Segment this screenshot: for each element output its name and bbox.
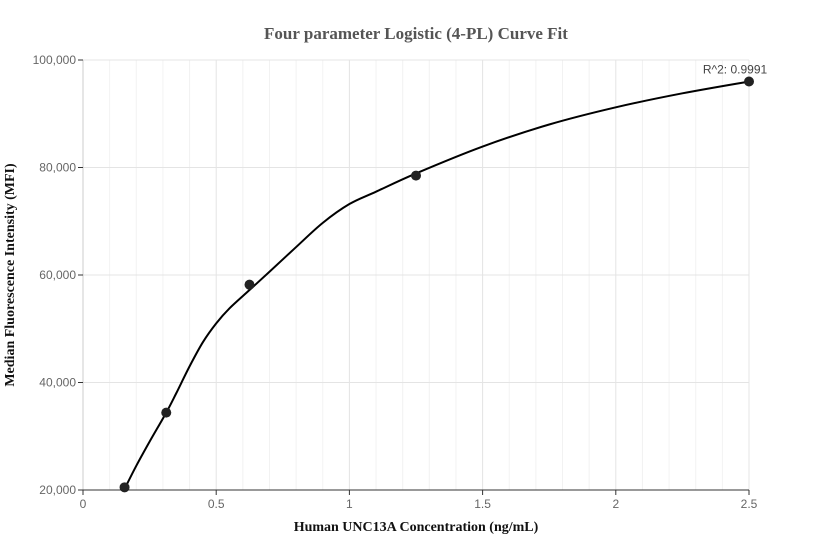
y-axis-title: Median Fluorescence Intensity (MFI) xyxy=(3,163,18,387)
data-points xyxy=(119,76,754,493)
r-squared-annotation: R^2: 0.9991 xyxy=(703,63,768,77)
x-tick-label: 0.5 xyxy=(208,497,225,511)
y-tick-label: 60,000 xyxy=(39,268,76,282)
x-tick-label: 2 xyxy=(612,497,619,511)
x-tick-label: 0 xyxy=(80,497,87,511)
data-point xyxy=(161,407,172,418)
y-tick-label: 100,000 xyxy=(33,53,77,67)
data-point xyxy=(119,482,130,493)
chart-title: Four parameter Logistic (4-PL) Curve Fit xyxy=(264,24,568,43)
y-tick-label: 80,000 xyxy=(39,161,76,175)
x-tick-label: 1.5 xyxy=(474,497,491,511)
data-point xyxy=(244,279,255,290)
data-point xyxy=(411,170,421,181)
y-ticks: 20,000 40,000 60,000 80,000 100,000 xyxy=(33,53,83,497)
data-point xyxy=(744,76,754,87)
x-tick-label: 2.5 xyxy=(741,497,758,511)
y-tick-label: 40,000 xyxy=(39,376,76,390)
x-ticks: 0 0.5 1 1.5 2 2.5 xyxy=(80,490,758,511)
grid xyxy=(83,59,750,490)
x-axis-title: Human UNC13A Concentration (ng/mL) xyxy=(294,520,539,535)
fit-curve-line xyxy=(123,80,750,490)
x-tick-label: 1 xyxy=(346,497,353,511)
y-tick-label: 20,000 xyxy=(39,483,76,497)
